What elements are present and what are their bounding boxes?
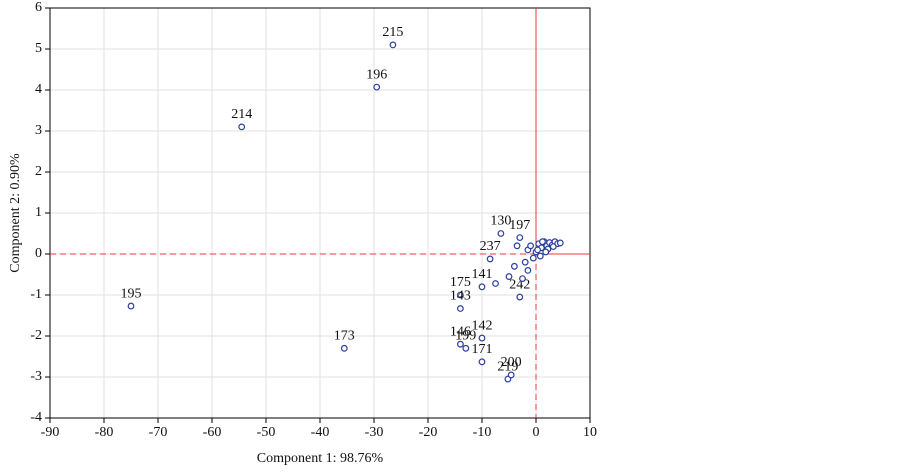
- point: [534, 246, 542, 254]
- point: [457, 340, 464, 348]
- point: [457, 291, 464, 299]
- point: [340, 344, 348, 352]
- point-label: 141: [472, 267, 493, 282]
- point-label: 200: [501, 355, 522, 370]
- y-tick-label: 3: [35, 123, 42, 138]
- x-tick-label: -10: [473, 425, 492, 440]
- y-tick-label: 2: [35, 164, 42, 179]
- x-tick-label: -70: [149, 425, 168, 440]
- point: [507, 371, 515, 379]
- x-tick-label: -20: [419, 425, 438, 440]
- point: [457, 305, 464, 312]
- y-axis-label: Component 2: 0.90%: [8, 153, 23, 273]
- y-tick-label: 1: [35, 205, 42, 220]
- x-tick-label: 0: [533, 425, 540, 440]
- point-label: 237: [480, 239, 501, 254]
- point: [529, 254, 537, 262]
- point: [389, 41, 397, 49]
- point-label: 146: [450, 324, 471, 339]
- x-tick-label: -40: [311, 425, 330, 440]
- point-label: 214: [231, 107, 252, 122]
- x-tick-label: -60: [203, 425, 222, 440]
- point: [238, 123, 246, 131]
- point-label: 130: [490, 214, 511, 229]
- x-tick-label: -30: [365, 425, 384, 440]
- point: [505, 273, 513, 280]
- point: [519, 275, 526, 283]
- point: [513, 242, 521, 250]
- point: [556, 239, 564, 247]
- point: [511, 262, 518, 270]
- y-tick-label: -2: [30, 328, 42, 343]
- point: [478, 334, 486, 342]
- point: [542, 248, 550, 256]
- point: [497, 230, 505, 237]
- point-label: 195: [121, 286, 142, 301]
- point: [516, 293, 524, 301]
- point: [478, 358, 486, 366]
- x-tick-label: 10: [583, 425, 597, 440]
- point-label: 173: [334, 329, 355, 344]
- y-tick-label: 5: [35, 41, 42, 56]
- point: [478, 283, 486, 291]
- y-tick-label: -3: [30, 369, 42, 384]
- x-tick-label: -50: [257, 425, 276, 440]
- point-label: 197: [509, 218, 530, 233]
- point-label: 196: [366, 67, 387, 82]
- point-label: 171: [472, 342, 493, 357]
- point: [549, 243, 557, 251]
- point-label: 215: [382, 25, 403, 40]
- point-label: 199: [455, 329, 476, 344]
- point: [539, 238, 546, 246]
- y-tick-label: -4: [30, 410, 42, 425]
- point: [521, 258, 529, 266]
- point-label: 242: [509, 277, 530, 292]
- point-label: 143: [450, 289, 471, 304]
- point: [127, 302, 135, 310]
- y-tick-label: -1: [30, 287, 42, 302]
- point-label: 142: [472, 318, 493, 333]
- y-tick-label: 6: [35, 0, 42, 15]
- point: [492, 280, 499, 287]
- point-label: 219: [497, 359, 518, 374]
- point: [524, 267, 532, 274]
- x-tick-label: -80: [95, 425, 114, 440]
- point: [373, 83, 381, 91]
- x-tick-label: -90: [41, 425, 60, 440]
- point: [536, 252, 544, 260]
- point: [516, 234, 524, 242]
- x-axis-label: Component 1: 98.76%: [257, 451, 384, 466]
- y-tick-label: 0: [35, 246, 42, 261]
- point: [462, 344, 470, 352]
- point: [486, 255, 494, 263]
- point: [527, 242, 534, 250]
- plot-frame: [49, 7, 591, 419]
- y-tick-label: 4: [35, 82, 42, 97]
- point-label: 175: [450, 275, 471, 290]
